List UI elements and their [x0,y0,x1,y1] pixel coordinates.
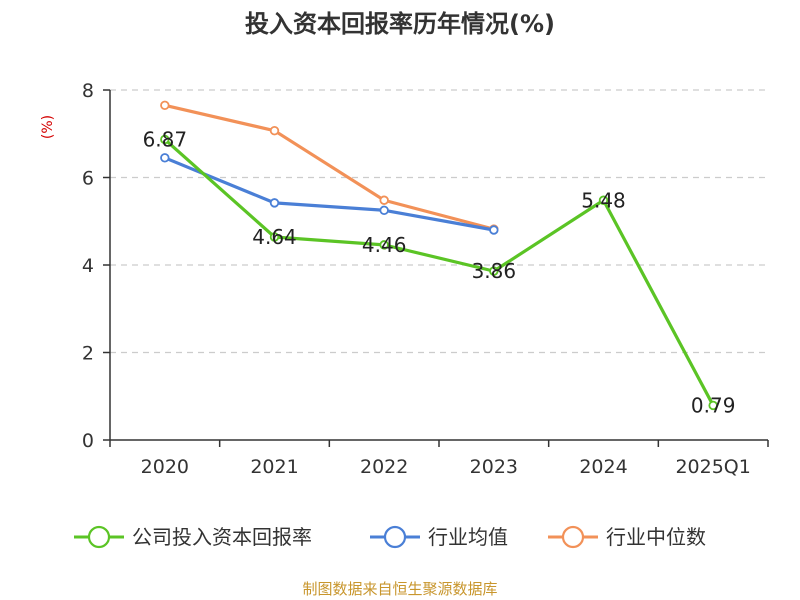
data-labels: 6.87 4.64 4.46 3.86 5.48 0.79 [143,127,736,417]
legend-label: 行业均值 [428,525,508,549]
series-point-1[interactable] [489,225,499,235]
series-line-0 [163,137,715,408]
y-tick-label: 2 [82,343,94,365]
x-tick-label: 2022 [360,456,408,478]
legend-label: 行业中位数 [606,525,706,549]
series-line-2 [163,103,496,231]
series-point-2[interactable] [160,100,170,111]
series-layer [160,100,718,411]
series-point-0[interactable] [379,240,389,250]
data-label: 3.86 [472,259,517,283]
legend-item-0[interactable]: 公司投入资本回报率 [74,525,312,549]
x-tick-label: 2020 [141,456,189,478]
legend-marker [87,525,111,549]
series-point-0[interactable] [269,232,280,242]
data-label: 6.87 [143,127,188,151]
x-tick-label: 2024 [579,456,627,478]
data-label: 0.79 [691,393,736,417]
series-point-0[interactable] [708,400,718,411]
series-point-2[interactable] [379,195,389,205]
axes: 0 2 4 6 8 2020 2021 2022 2023 2024 2025Q1 [82,80,769,478]
x-tick-label: 2023 [470,456,518,478]
legend-item-2[interactable]: 行业中位数 [548,525,706,549]
data-label: 5.48 [581,188,626,212]
y-tick-label: 8 [82,80,94,102]
x-tick-label: 2025Q1 [675,456,750,478]
y-tick-label: 0 [82,430,94,452]
series-point-2[interactable] [269,125,280,136]
legend-item-1[interactable]: 行业均值 [370,525,508,549]
legend-label: 公司投入资本回报率 [132,525,312,549]
series-point-1[interactable] [160,153,170,163]
series-line-1 [163,156,496,232]
legend-marker [383,525,407,549]
source-note: 制图数据来自恒生聚源数据库 [302,580,497,598]
series-point-1[interactable] [269,198,280,208]
x-tick-label: 2021 [250,456,298,478]
y-tick-label: 4 [82,255,94,277]
data-label: 4.64 [252,225,297,249]
y-tick-label: 6 [82,168,94,190]
series-point-0[interactable] [598,195,609,205]
y-axis-unit: (%) [40,115,56,139]
series-point-0[interactable] [489,266,499,276]
series-point-1[interactable] [379,205,389,216]
legend[interactable]: 公司投入资本回报率 行业均值 行业中位数 [74,525,706,549]
chart-title: 投入资本回报率历年情况(%) [245,10,555,38]
data-label: 4.46 [362,233,407,257]
series-point-0[interactable] [160,134,170,145]
legend-marker [561,525,585,549]
